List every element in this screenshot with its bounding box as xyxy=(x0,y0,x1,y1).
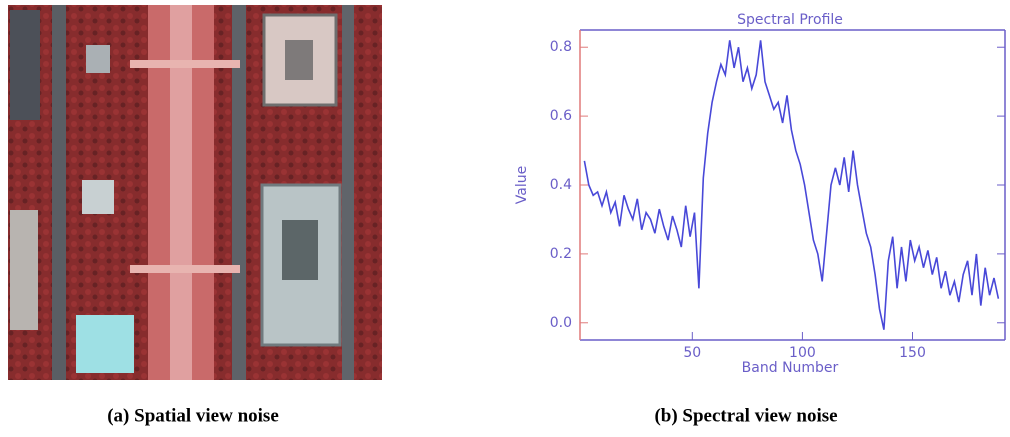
y-tick-label: 0.0 xyxy=(550,315,572,331)
x-axis-label: Band Number xyxy=(742,360,839,376)
caption: (b) Spectral view noise xyxy=(654,405,837,426)
y-axis-label: Value xyxy=(514,166,530,204)
y-tick-label: 0.2 xyxy=(550,246,572,262)
aerial-image xyxy=(8,5,382,380)
x-tick-label: 150 xyxy=(899,345,926,361)
y-tick-label: 0.8 xyxy=(550,39,572,55)
caption: (a) Spatial view noise xyxy=(107,405,279,426)
x-tick-label: 100 xyxy=(789,345,816,361)
chart-title: Spectral Profile xyxy=(737,12,843,28)
series-line xyxy=(583,40,1000,330)
y-tick-label: 0.4 xyxy=(550,177,572,193)
y-tick-label: 0.6 xyxy=(550,108,572,124)
x-tick-label: 50 xyxy=(683,345,701,361)
chart: Spectral Profile Band Number Value 0.0 0.… xyxy=(514,12,1006,376)
